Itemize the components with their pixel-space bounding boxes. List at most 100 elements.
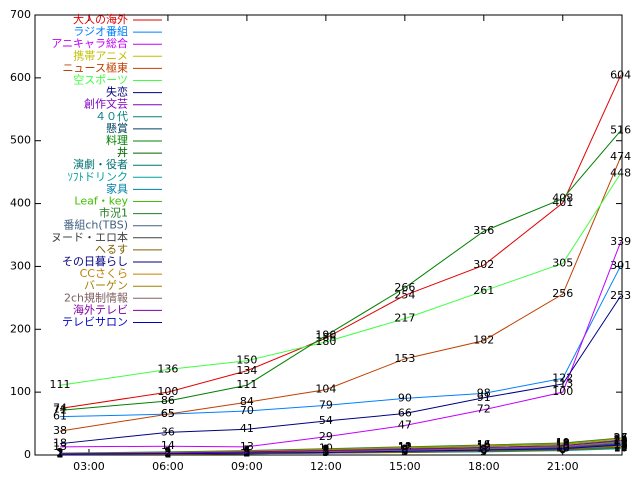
- data-label: 10: [477, 442, 491, 455]
- data-label: 13: [240, 440, 254, 453]
- legend-label: ｿﾌﾄドリンク: [68, 170, 129, 183]
- x-tick-label: 06:00: [152, 460, 184, 473]
- legend-label: CCさくら: [80, 267, 128, 280]
- data-label: 301: [610, 259, 631, 272]
- y-tick-label: 0: [24, 448, 31, 461]
- series-line: [60, 437, 621, 454]
- data-label: 113: [552, 377, 573, 390]
- data-label: 4: [164, 445, 171, 458]
- y-tick-label: 100: [10, 385, 31, 398]
- series-line: [60, 440, 621, 455]
- data-label: 12: [614, 440, 628, 453]
- data-label: 150: [236, 354, 257, 367]
- y-tick-label: 700: [10, 8, 31, 21]
- data-label: 134: [236, 364, 257, 377]
- legend-label: ４０代: [95, 110, 128, 123]
- data-label: 6: [401, 444, 408, 457]
- legend-label: 家具: [106, 181, 128, 195]
- series-line: [59, 75, 622, 409]
- data-label: 3: [57, 446, 64, 459]
- data-label: 10: [556, 442, 570, 455]
- data-label: 253: [610, 289, 631, 302]
- legend-label: 携帯アニメ: [73, 48, 128, 62]
- data-label: 448: [610, 166, 631, 179]
- data-label: 256: [552, 287, 573, 300]
- data-label: 7: [322, 444, 329, 457]
- data-label: 47: [398, 418, 412, 431]
- data-label: 104: [315, 383, 336, 396]
- data-label: 136: [157, 363, 178, 376]
- data-label: 122: [552, 371, 573, 384]
- data-label: 401: [552, 196, 573, 209]
- x-tick-label: 03:00: [73, 460, 105, 473]
- data-label: 9: [322, 442, 329, 455]
- data-label: 36: [161, 425, 175, 438]
- series-line: [59, 156, 622, 432]
- legend-label: 海外テレビ: [73, 302, 128, 316]
- legend-label: 2ch規制情報: [64, 290, 128, 304]
- data-label: 5: [164, 445, 171, 458]
- data-label: 54: [319, 414, 333, 427]
- y-tick-label: 200: [10, 322, 31, 335]
- plot-frame: [34, 14, 623, 456]
- data-label: 6: [480, 444, 487, 457]
- data-label: 18: [53, 437, 67, 450]
- data-label: 356: [473, 224, 494, 237]
- data-label: 91: [477, 391, 491, 404]
- data-label: 79: [319, 398, 333, 411]
- data-label: 5: [243, 445, 250, 458]
- data-label: 100: [157, 385, 178, 398]
- data-label: 180: [315, 335, 336, 348]
- series-line: [59, 265, 622, 418]
- data-label: 26: [614, 432, 628, 445]
- data-label: 7: [243, 444, 250, 457]
- data-label: 153: [394, 352, 415, 365]
- legend-label: ニュース極東: [63, 60, 128, 74]
- x-tick-label: 12:00: [310, 460, 342, 473]
- data-label: 12: [614, 440, 628, 453]
- legend-label: ヌード・エロ本: [51, 230, 128, 244]
- legend-label: 市況1: [99, 206, 128, 220]
- data-label: 266: [394, 281, 415, 294]
- data-label: 84: [240, 395, 254, 408]
- data-label: 4: [401, 445, 408, 458]
- x-tick-label: 18:00: [468, 460, 500, 473]
- legend-label: 懸賞: [106, 122, 128, 135]
- legend-label: 料理: [106, 133, 128, 147]
- data-label: 13: [556, 440, 570, 453]
- data-label: 71: [53, 403, 67, 416]
- data-label: 254: [394, 288, 415, 301]
- data-label: 29: [319, 430, 333, 443]
- series-line: [60, 444, 621, 455]
- legend-label: テレビサロン: [62, 316, 128, 329]
- data-label: 38: [53, 424, 67, 437]
- y-tick-label: 300: [10, 259, 31, 272]
- legend-label: 失恋: [106, 85, 128, 99]
- data-label: 190: [315, 329, 336, 342]
- y-tick-label: 500: [10, 134, 31, 147]
- legend-label: バーゲン: [84, 279, 128, 292]
- data-label: 8: [559, 443, 566, 456]
- data-label: 41: [240, 422, 254, 435]
- data-label: 65: [161, 407, 175, 420]
- data-label: 3: [164, 446, 171, 459]
- legend-label: ラジオ番組: [73, 25, 128, 38]
- data-label: 111: [50, 378, 71, 391]
- legend-label: 大人の海外: [73, 12, 128, 26]
- data-label: 2: [57, 447, 64, 460]
- y-tick-label: 600: [10, 71, 31, 84]
- data-label: 11: [556, 441, 570, 454]
- data-label: 14: [161, 439, 175, 452]
- data-label: 23: [614, 434, 628, 447]
- legend-label: Leaf・key: [74, 195, 128, 208]
- data-label: 74: [53, 401, 67, 414]
- data-label: 182: [473, 334, 494, 347]
- data-label: 2: [164, 447, 171, 460]
- legend-label: 番組ch(TBS): [63, 219, 128, 232]
- data-label: 186: [315, 331, 336, 344]
- data-label: 90: [398, 391, 412, 404]
- data-label: 516: [610, 124, 631, 137]
- x-tick-label: 15:00: [389, 460, 421, 473]
- data-label: 61: [53, 410, 67, 423]
